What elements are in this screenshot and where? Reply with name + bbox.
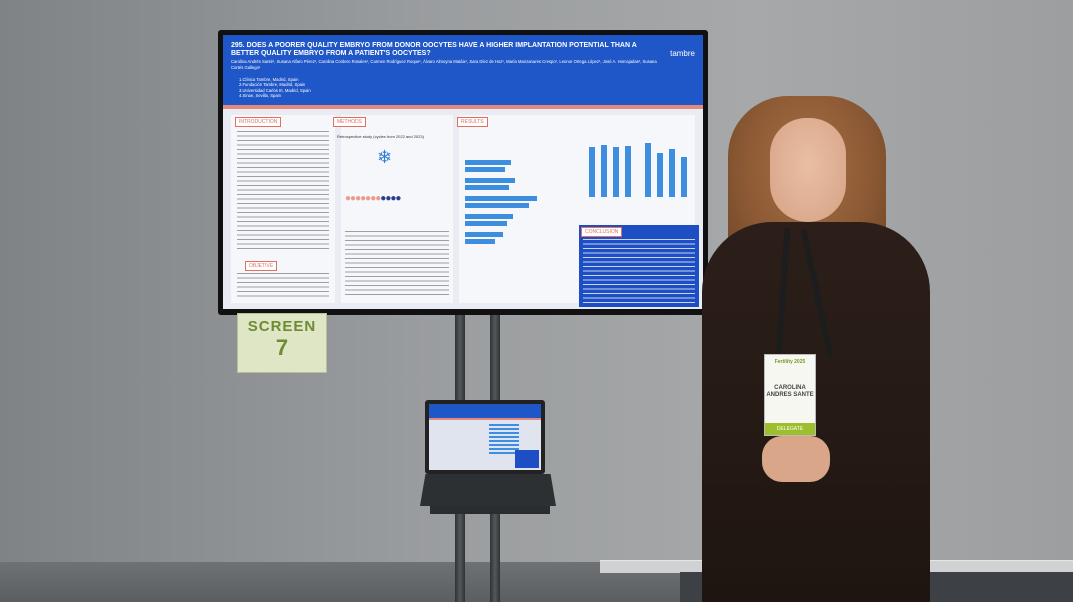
section-conclusion: CONCLUSION [581,227,623,237]
result-bar [465,196,537,201]
result-bar [645,143,651,197]
result-bar [465,167,505,172]
affiliation: 2.Fundación Tambre, Madrid, Spain [239,82,306,88]
badge-name: CAROLINA ANDRES SANTE [766,385,814,398]
result-bar [465,221,507,226]
result-bar [657,153,663,197]
poster-stripe [223,105,703,109]
badge-strip: DELEGATE [765,423,815,435]
snowflake-icon: ❄ [377,147,393,167]
result-bar [601,145,607,197]
result-bar [465,214,513,219]
tambre-logo: tambre [670,49,695,58]
result-bar [681,157,687,197]
screen-number-sign: SCREEN 7 [237,313,327,373]
intro-text-block [237,131,329,251]
vertical-bar-chart [585,135,695,197]
result-bar [669,149,675,197]
poster-authors: Carolina Andrés Santé¹, Susana Alfaro Pé… [231,59,657,70]
laptop-screen [425,400,545,474]
badge-event: Fertility 2025 [774,359,806,365]
result-bar [465,232,503,237]
sign-number: 7 [275,335,289,360]
result-bar [465,239,495,244]
affiliation: 4.Sinae, Sevilla, Spain [239,92,281,98]
section-objective: OBJETIVE [245,261,278,271]
result-bar [465,160,511,165]
laptop-keyboard [420,474,556,506]
scientific-poster: 295. DOES A POORER QUALITY EMBRYO FROM D… [223,35,703,309]
section-methods: METHODS [333,117,366,127]
laptop-shelf [430,506,550,514]
methods-heading: Retrospective study (cycles from 2022 an… [337,134,424,139]
result-bar [613,147,619,197]
result-bar [589,147,595,197]
result-bar [465,203,529,208]
laptop-poster-preview [429,404,541,470]
poster-header: 295. DOES A POORER QUALITY EMBRYO FROM D… [223,35,703,105]
conclusion-box: CONCLUSION [579,225,699,307]
section-introduction: INTRODUCTION [235,117,282,127]
methods-text-block [345,231,449,295]
section-results: RESULTS [457,117,488,127]
sign-word: SCREEN [247,318,317,335]
poster-affiliations: 1.Clínica Tambre, Madrid, Spain 2.Fundac… [239,77,439,98]
conclusion-text-block [583,239,695,303]
poster-title: 295. DOES A POORER QUALITY EMBRYO FROM D… [231,42,637,57]
people-icons: ●●●●●●●●●●● [345,193,401,204]
person-face [770,118,846,222]
result-bar [625,146,631,197]
result-bar [465,178,515,183]
person-hands [762,436,830,482]
name-badge: Fertility 2025 CAROLINA ANDRES SANTE DEL… [764,354,816,436]
result-bar [465,185,509,190]
affiliation: 1.Clínica Tambre, Madrid, Spain [239,77,299,82]
objective-text-block [237,273,329,297]
affiliation: 3.Universidad Carlos III, Madrid, Spain [239,87,311,93]
